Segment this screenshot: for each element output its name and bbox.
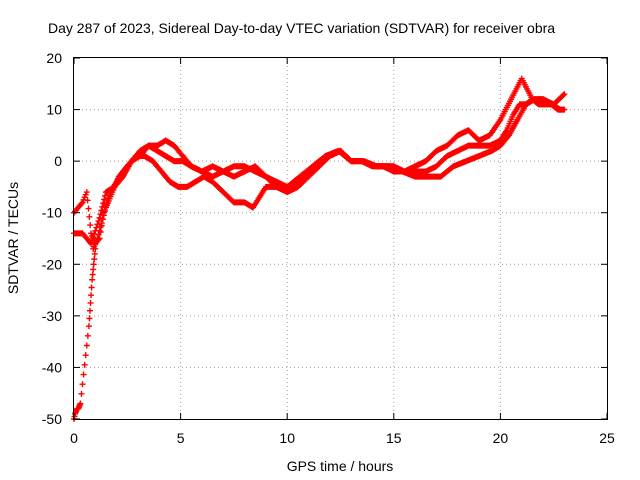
- x-tick-label: 0: [70, 430, 78, 446]
- data-point: [82, 352, 89, 359]
- data-point: [85, 205, 92, 212]
- data-point: [94, 221, 101, 228]
- data-point: [88, 292, 95, 299]
- data-point: [77, 400, 84, 407]
- data-point: [86, 315, 93, 322]
- grid-layer: [74, 58, 607, 419]
- data-point: [89, 271, 96, 278]
- x-tick-label: 15: [386, 430, 402, 446]
- data-point: [95, 236, 102, 243]
- data-point: [84, 332, 91, 339]
- data-point: [78, 390, 85, 397]
- y-tick-label: -10: [42, 205, 62, 221]
- data-point: [81, 361, 88, 368]
- x-axis-title: GPS time / hours: [287, 458, 394, 474]
- plot-frame: [73, 57, 608, 420]
- data-point: [89, 276, 96, 283]
- data-point: [87, 222, 94, 229]
- data-point: [98, 222, 105, 229]
- data-point: [96, 235, 103, 242]
- y-tick-label: 10: [46, 102, 62, 118]
- x-tick-label: 20: [493, 430, 509, 446]
- y-axis-title: SDTVAR / TECUs: [5, 182, 21, 294]
- data-point: [96, 214, 103, 221]
- data-point: [103, 200, 110, 207]
- data-point: [102, 203, 109, 210]
- data-point: [86, 307, 93, 314]
- data-point: [95, 218, 102, 225]
- data-point: [104, 197, 111, 204]
- data-point: [100, 209, 107, 216]
- y-tick-label: 20: [46, 50, 62, 66]
- data-point: [90, 261, 97, 268]
- data-point: [88, 284, 95, 291]
- data-point: [96, 227, 103, 234]
- series-3: [71, 75, 568, 247]
- series-1: [71, 96, 568, 247]
- data-layer: [71, 75, 568, 422]
- data-point: [504, 133, 511, 140]
- data-point: [79, 381, 86, 388]
- tick-layer: [73, 57, 608, 420]
- y-tick-label: -30: [42, 308, 62, 324]
- y-tick-label: -50: [42, 411, 62, 427]
- data-point: [78, 200, 85, 207]
- data-point: [102, 192, 109, 199]
- data-point: [85, 323, 92, 330]
- data-point: [84, 197, 91, 204]
- data-point: [87, 299, 94, 306]
- data-point: [97, 211, 104, 218]
- data-point: [92, 245, 99, 252]
- data-point: [91, 256, 98, 263]
- data-point: [86, 213, 93, 220]
- data-point: [97, 229, 104, 236]
- data-point: [83, 342, 90, 349]
- y-tick-label: -20: [42, 256, 62, 272]
- data-point: [83, 189, 90, 196]
- x-tick-label: 25: [599, 430, 615, 446]
- y-tick-label: 0: [54, 153, 62, 169]
- x-tick-label: 5: [177, 430, 185, 446]
- label-layer: 0 5 10 15 20 25 -50 -40 -30 -20 -10 0 10 20: [42, 50, 615, 446]
- data-point: [101, 196, 108, 203]
- data-point: [101, 206, 108, 213]
- chart-title: Day 287 of 2023, Sidereal Day-to-day VTE…: [48, 20, 555, 36]
- data-point: [560, 92, 567, 99]
- data-point: [97, 223, 104, 230]
- data-point: [91, 250, 98, 257]
- data-point: [90, 266, 97, 273]
- data-point: [561, 91, 568, 98]
- data-point: [80, 371, 87, 378]
- data-point: [557, 106, 564, 113]
- y-tick-label: -40: [42, 359, 62, 375]
- series-4: [71, 245, 99, 422]
- data-point: [106, 192, 113, 199]
- data-point: [99, 216, 106, 223]
- data-point: [105, 194, 112, 201]
- x-tick-label: 10: [279, 430, 295, 446]
- series-2: [90, 96, 564, 252]
